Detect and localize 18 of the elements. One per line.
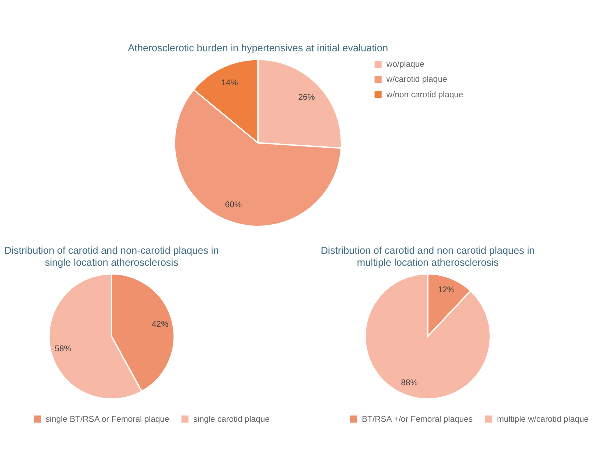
data-label: 14% [221,77,239,88]
legend-label: single carotid plaque [194,414,270,424]
data-label: 12% [438,284,456,295]
legend-label: w/non carotid plaque [386,89,464,100]
legend-label: multiple w/carotid plaque [497,414,590,424]
data-label: 58% [54,344,72,354]
data-label: 60% [225,200,243,210]
data-label: 88% [401,378,418,388]
pie-slice [364,274,492,400]
legend-label: single BT/RSA or Femoral plaque [46,414,170,424]
data-label: 42% [152,318,170,329]
data-label: 26% [298,92,316,102]
chart-title: Distribution of carotid and non carotid plaques in multiple location atherosclerosis [320,246,535,269]
legend-label: wo/plaque [386,59,426,70]
chart-title: Distribution of carotid and non-carotid plaques in single location atherosclerosis [4,246,220,269]
chart-title: Atherosclerotic burden in hypertensives at initial evaluation [128,43,388,54]
legend-label: BT/RSA +/or Femoral plaques [362,414,473,424]
legend-label: w/carotid plaque [386,74,448,84]
